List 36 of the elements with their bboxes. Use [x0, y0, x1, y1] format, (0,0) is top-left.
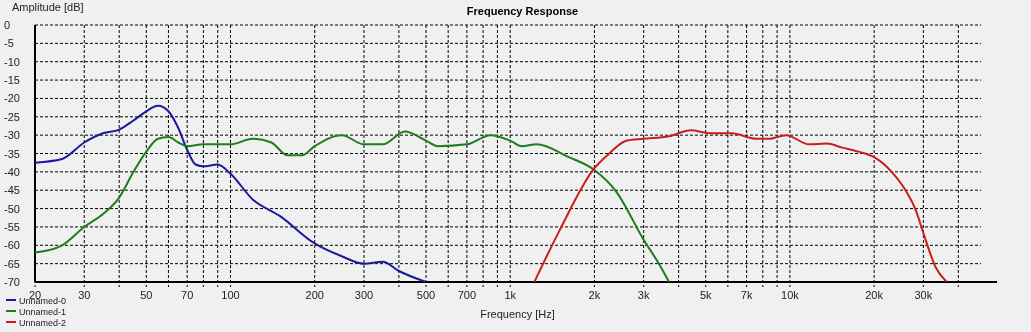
- x-tick-label: 300: [354, 289, 374, 301]
- x-axis-title: Frequency [Hz]: [480, 308, 555, 320]
- y-tick-label: -10: [4, 55, 20, 68]
- y-tick-label: -55: [4, 220, 20, 233]
- y-tick-label: -40: [4, 165, 20, 178]
- y-tick-label: -20: [4, 92, 20, 105]
- y-tick-label: -30: [4, 129, 20, 142]
- y-tick-label: -25: [4, 110, 20, 123]
- x-tick-label: 50: [140, 289, 153, 301]
- y-tick-label: -70: [4, 276, 20, 288]
- x-tick-label: 7k: [740, 289, 753, 301]
- x-tick-label: 500: [416, 289, 436, 301]
- x-tick-label: 2k: [588, 289, 601, 301]
- x-tick-label: 5k: [699, 289, 713, 301]
- x-tick-label: 70: [181, 289, 194, 301]
- y-tick-label: -60: [4, 239, 20, 252]
- legend-label: Unnamed-2: [19, 317, 67, 328]
- x-tick-label: 3k: [637, 289, 650, 301]
- x-tick-label: 10k: [781, 289, 800, 301]
- y-tick-label: -65: [4, 257, 20, 270]
- x-tick-label: 20k: [865, 289, 884, 301]
- y-tick-label: -35: [4, 147, 20, 160]
- x-tick-label: 30k: [914, 289, 933, 301]
- y-tick-label: 0: [4, 19, 11, 31]
- x-tick-label: 100: [221, 289, 240, 301]
- x-tick-label: 700: [457, 289, 477, 301]
- x-tick-label: 1k: [504, 289, 517, 301]
- x-tick-label: 200: [305, 289, 324, 301]
- y-tick-label: -50: [4, 202, 20, 215]
- y-axis-title: Amplitude [dB]: [12, 1, 84, 13]
- y-tick-label: -15: [4, 74, 20, 87]
- y-tick-label: -5: [4, 37, 14, 50]
- legend-label: Unnamed-1: [19, 306, 67, 317]
- y-tick-label: -45: [4, 184, 20, 197]
- x-tick-label: 30: [78, 289, 91, 301]
- chart-title: Frequency Response: [466, 5, 579, 17]
